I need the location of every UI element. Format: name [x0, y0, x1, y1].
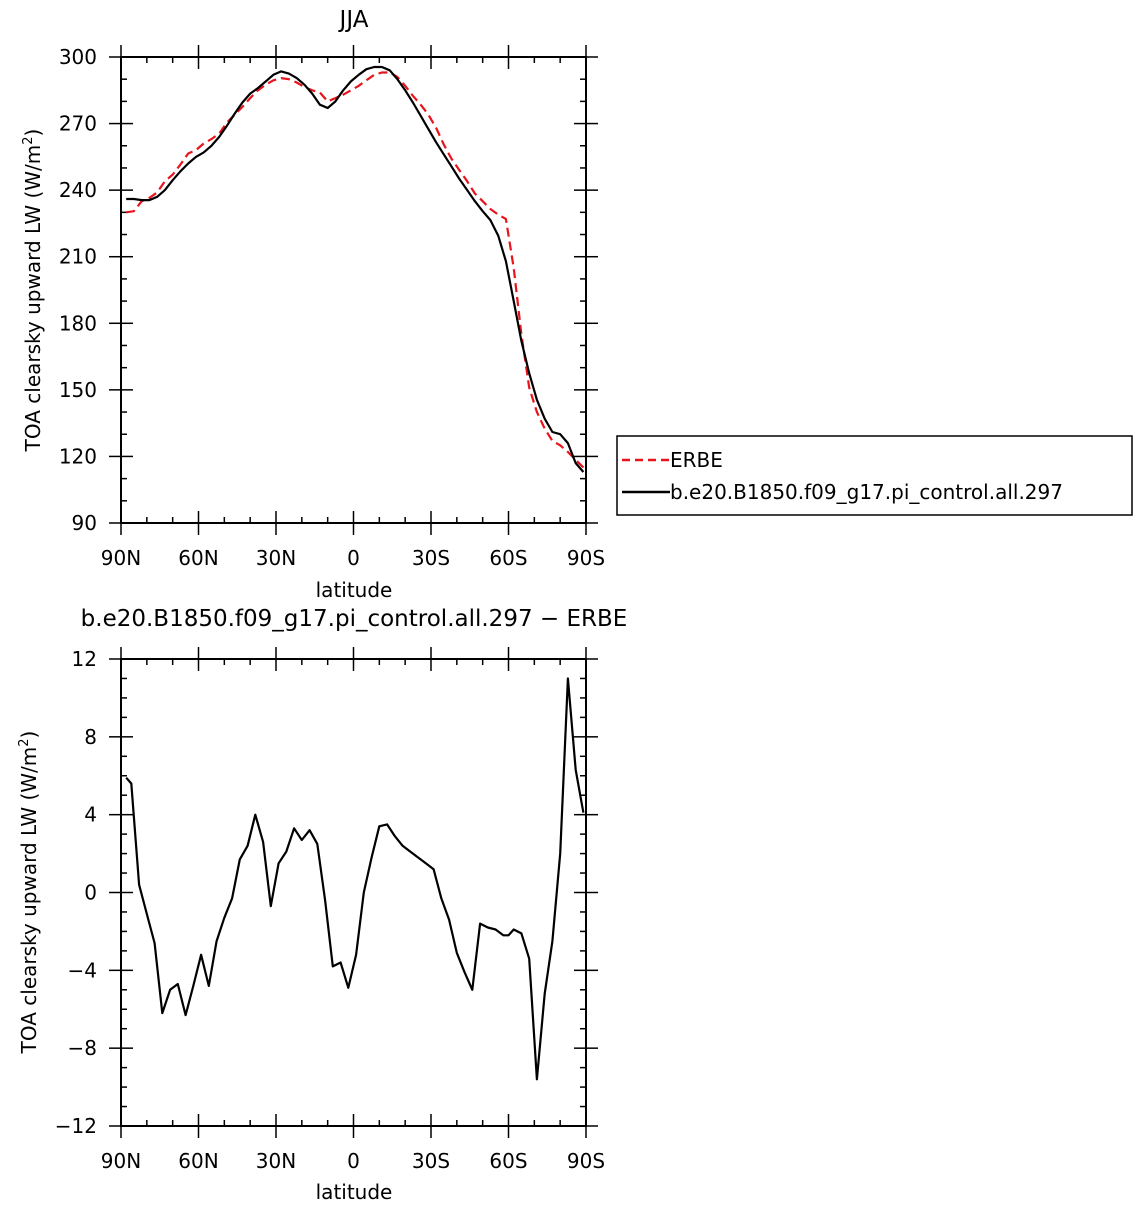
bottom-ticks — [109, 647, 598, 1138]
bottom-y-tick-label: −4 — [68, 958, 97, 982]
bottom-x-tick-label: 30N — [256, 1149, 296, 1173]
bottom-y-axis-unit: W/m — [17, 747, 41, 793]
top-x-axis-label: latitude — [316, 578, 393, 602]
top-y-axis-unit: W/m — [21, 145, 45, 191]
bottom-y-tick-label: 4 — [84, 803, 97, 827]
bottom-chart-title: b.e20.B1850.f09_g17.pi_control.all.297 −… — [81, 606, 628, 632]
bottom-panel: b.e20.B1850.f09_g17.pi_control.all.297 −… — [17, 606, 627, 1204]
top-x-tick-label: 60S — [489, 546, 527, 570]
legend-label-model: b.e20.B1850.f09_g17.pi_control.all.297 — [670, 480, 1063, 504]
bottom-x-tick-label: 60N — [178, 1149, 218, 1173]
top-y-tick-label: 270 — [59, 112, 97, 136]
top-y-tick-label: 120 — [59, 444, 97, 468]
top-chart-title: JJA — [338, 7, 369, 33]
bottom-y-axis-label-text: TOA clearsky upward LW — [17, 807, 41, 1055]
bottom-y-tick-label: 8 — [84, 725, 97, 749]
bottom-y-tick-label: −12 — [55, 1114, 97, 1138]
top-x-tick-label: 30S — [412, 546, 450, 570]
top-ticks — [109, 45, 598, 535]
bottom-x-tick-label: 90S — [567, 1149, 605, 1173]
top-x-tick-label: 0 — [347, 546, 360, 570]
top-x-tick-label: 90N — [101, 546, 141, 570]
legend-label-erbe: ERBE — [670, 448, 723, 472]
bottom-y-tick-labels: −12 −8 −4 0 4 8 12 — [55, 647, 97, 1138]
top-y-axis-unit-exponent: 2 — [21, 136, 36, 144]
bottom-y-axis-unit-exponent: 2 — [17, 738, 32, 746]
bottom-x-tick-label: 60S — [489, 1149, 527, 1173]
top-y-axis-label: TOA clearsky upward LW (W/m2) — [21, 129, 45, 453]
top-y-tick-label: 210 — [59, 245, 97, 269]
bottom-plot-border — [120, 658, 587, 1127]
legend: ERBE b.e20.B1850.f09_g17.pi_control.all.… — [616, 435, 1133, 516]
top-series-erbe-line — [126, 71, 585, 469]
top-y-tick-label: 150 — [59, 378, 97, 402]
bottom-x-tick-labels: 90N 60N 30N 0 30S 60S 90S — [101, 1149, 605, 1173]
bottom-y-axis-label: TOA clearsky upward LW (W/m2) — [17, 731, 41, 1055]
bottom-y-tick-label: −8 — [68, 1036, 97, 1060]
top-x-tick-label: 60N — [178, 546, 218, 570]
top-x-tick-label: 90S — [567, 546, 605, 570]
top-y-tick-label: 180 — [59, 311, 97, 335]
top-y-tick-label: 240 — [59, 178, 97, 202]
bottom-x-tick-label: 0 — [347, 1149, 360, 1173]
top-x-tick-label: 30N — [256, 546, 296, 570]
top-y-tick-label: 90 — [72, 511, 97, 535]
top-panel: JJA 90N 60N 30N 0 30S 60S 90S 90 120 150 180 210 24… — [21, 7, 605, 602]
bottom-series-lines — [125, 677, 585, 1081]
bottom-series-difference-line — [125, 677, 585, 1081]
bottom-x-tick-label: 30S — [412, 1149, 450, 1173]
top-y-tick-labels: 90 120 150 180 210 240 270 300 — [59, 45, 97, 535]
bottom-x-tick-label: 90N — [101, 1149, 141, 1173]
top-y-tick-label: 300 — [59, 45, 97, 69]
top-x-tick-labels: 90N 60N 30N 0 30S 60S 90S — [101, 546, 605, 570]
bottom-y-tick-label: 12 — [72, 647, 97, 671]
legend-box — [616, 435, 1133, 516]
top-series-model-line — [126, 65, 585, 473]
top-y-axis-label-text: TOA clearsky upward LW — [21, 205, 45, 453]
top-series-lines — [126, 65, 585, 473]
bottom-x-axis-label: latitude — [316, 1180, 393, 1204]
bottom-y-tick-label: 0 — [84, 881, 97, 905]
